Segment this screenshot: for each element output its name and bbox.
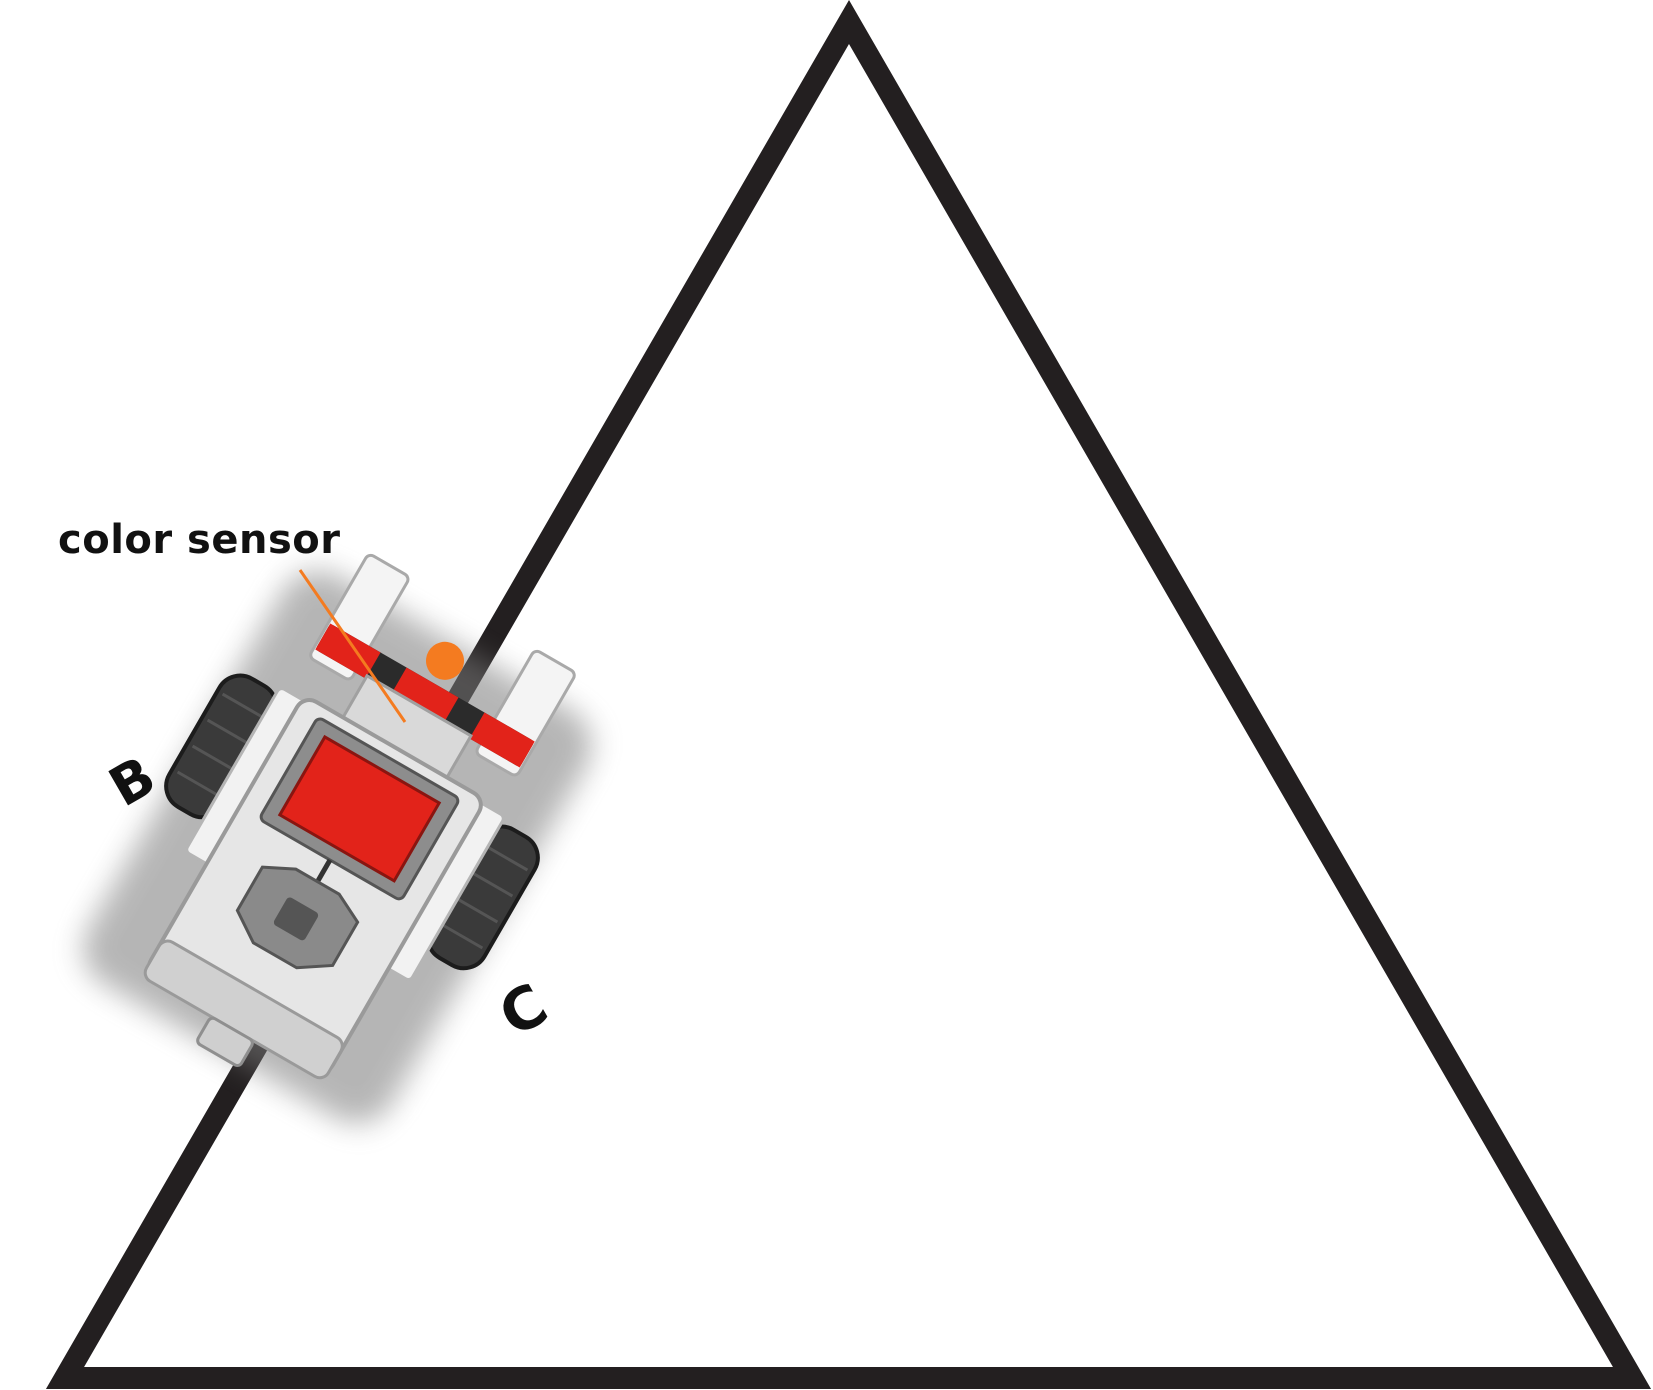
wheel-treads (176, 692, 529, 950)
robot (83, 553, 592, 1124)
front-red-center (391, 667, 459, 724)
front-red-right (469, 712, 535, 768)
brick-screen (277, 734, 442, 883)
brick-divider (313, 858, 333, 886)
sensor-callout-line (298, 569, 407, 723)
brick-center-button (273, 897, 319, 941)
rear-caster (196, 1016, 254, 1068)
color-sensor-label: color sensor (58, 517, 341, 563)
color-sensor-dot (426, 641, 464, 680)
